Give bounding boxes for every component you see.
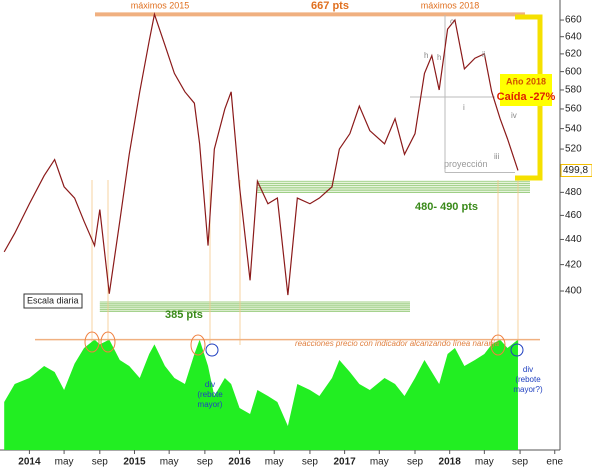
projection-label: proyección xyxy=(444,159,488,169)
wave-label: h xyxy=(437,53,441,62)
x-tick-label: 2015 xyxy=(123,457,146,468)
y-tick-label: 400 xyxy=(565,286,582,297)
x-tick-label: sep xyxy=(92,457,109,468)
scale-box xyxy=(23,293,83,309)
y-tick-label: 600 xyxy=(565,66,582,77)
div-note: div xyxy=(523,365,533,374)
peak-circle xyxy=(490,334,506,356)
y-tick-label: 640 xyxy=(565,31,582,42)
div-note: (rebote xyxy=(515,375,541,384)
level-label: 667 pts xyxy=(311,0,349,12)
wave-label: h xyxy=(424,51,428,60)
y-tick-label: 520 xyxy=(565,144,582,155)
zone-label: 385 pts xyxy=(165,309,203,321)
x-tick-label: may xyxy=(265,457,284,468)
wave-label: iii xyxy=(494,152,500,161)
div-note: mayor) xyxy=(198,400,223,409)
drop-title: Año 2018 xyxy=(506,76,546,86)
x-tick-label: may xyxy=(160,457,179,468)
level-note: máximos 2015 xyxy=(131,0,190,10)
div-circle xyxy=(205,343,219,357)
x-tick-label: 2014 xyxy=(18,457,41,468)
drop-box xyxy=(500,74,552,106)
x-tick-label: 2017 xyxy=(333,457,356,468)
zone-label: 480- 490 pts xyxy=(415,201,478,213)
price-line xyxy=(3,12,519,296)
level-note: máximos 2018 xyxy=(421,0,480,10)
wave-label: i xyxy=(463,103,465,112)
peak-circle xyxy=(190,334,206,356)
y-tick-label: 560 xyxy=(565,104,582,115)
y-tick-label: 440 xyxy=(565,234,582,245)
x-tick-label: may xyxy=(475,457,494,468)
wave-label: iv xyxy=(511,111,517,120)
peak-circle xyxy=(84,331,100,353)
x-tick-label: sep xyxy=(407,457,424,468)
x-tick-label: 2016 xyxy=(228,457,251,468)
drop-text: Caída -27% xyxy=(497,91,556,103)
y-tick-label: 420 xyxy=(565,259,582,270)
peak-circle xyxy=(100,331,116,353)
indicator-area xyxy=(4,339,518,450)
y-tick-label: 460 xyxy=(565,210,582,221)
support-zone xyxy=(257,181,530,193)
last-price-label: 499,8 xyxy=(563,165,588,176)
y-tick-label: 580 xyxy=(565,85,582,96)
y-tick-label: 620 xyxy=(565,49,582,60)
y-tick-label: 480 xyxy=(565,187,582,198)
x-tick-label: 2018 xyxy=(439,457,462,468)
div-note: (rebote xyxy=(197,390,223,399)
y-tick-label: 540 xyxy=(565,123,582,134)
x-tick-label: ene xyxy=(546,457,563,468)
x-tick-label: sep xyxy=(197,457,214,468)
x-tick-label: sep xyxy=(302,457,319,468)
div-note: mayor?) xyxy=(513,385,543,394)
wave-label: ii xyxy=(482,50,486,59)
x-tick-label: may xyxy=(55,457,74,468)
div-note: div xyxy=(205,380,215,389)
x-tick-label: sep xyxy=(512,457,529,468)
last-price-box xyxy=(560,163,592,177)
div-circle xyxy=(510,343,524,357)
x-tick-label: may xyxy=(370,457,389,468)
scale-note: Escala diaria xyxy=(27,295,79,305)
support-zone xyxy=(99,301,411,312)
y-tick-label: 660 xyxy=(565,15,582,26)
indicator-note: reacciones precio con indicador alcanzan… xyxy=(295,339,500,348)
wave-label: c xyxy=(450,17,454,26)
